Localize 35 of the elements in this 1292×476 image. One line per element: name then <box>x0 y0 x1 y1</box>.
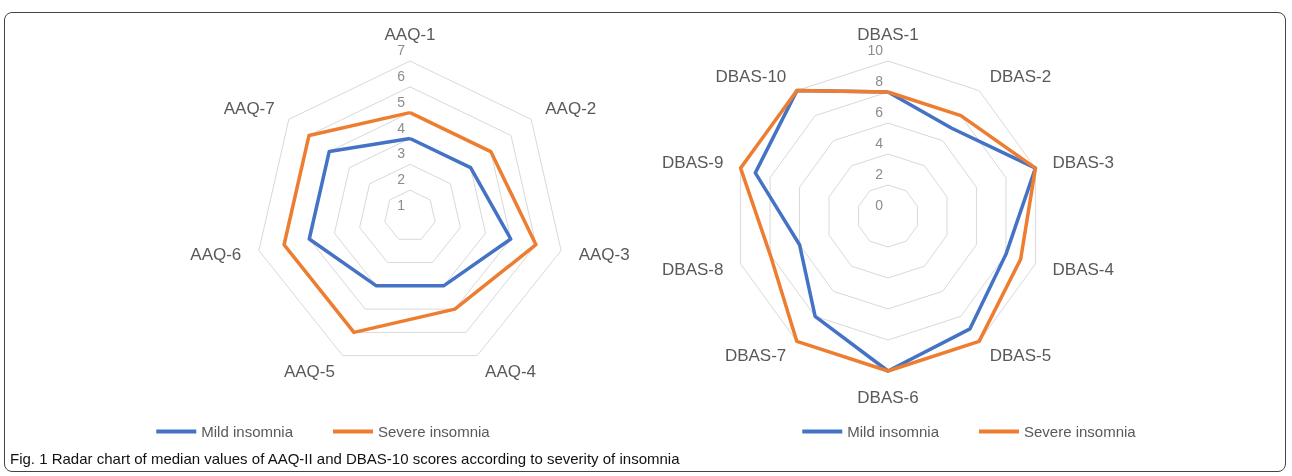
y-tick-label: 5 <box>397 93 406 110</box>
legend-label: Mild insomnia <box>201 423 294 440</box>
y-tick-label: 8 <box>875 73 884 89</box>
spoke-label: DBAS-5 <box>989 346 1052 366</box>
legend-label: Severe insomnia <box>377 423 491 440</box>
y-tick-label: 3 <box>397 145 406 162</box>
spoke-label: DBAS-9 <box>662 153 724 173</box>
y-tick-label: 7 <box>397 42 406 58</box>
y-tick-label: 1 <box>397 197 406 213</box>
y-tick-label: 10 <box>867 42 884 58</box>
spoke-label: DBAS-8 <box>662 259 724 279</box>
y-tick-label: 2 <box>875 166 884 182</box>
spoke-label: AAQ-5 <box>283 362 335 382</box>
y-tick-label: 2 <box>397 171 406 188</box>
spoke-label: AAQ-6 <box>190 245 242 264</box>
spoke-label: DBAS-10 <box>715 66 787 86</box>
legend-label: Mild insomnia <box>847 423 940 440</box>
y-tick-label: 6 <box>875 104 884 120</box>
spoke-label: AAQ-1 <box>384 25 436 44</box>
spoke-label: DBAS-2 <box>989 66 1052 86</box>
spoke-label: DBAS-1 <box>857 25 919 44</box>
spoke-label: DBAS-7 <box>724 346 787 366</box>
y-tick-label: 4 <box>397 119 406 136</box>
caption: Fig. 1 Radar chart of median values of AAQ-II and DBAS-10 scores according to severity of insomnia <box>10 450 680 467</box>
y-tick-label: 0 <box>875 197 884 213</box>
spoke-label: AAQ-7 <box>223 98 275 118</box>
spoke-label: AAQ-2 <box>545 98 597 118</box>
spoke-label: AAQ-4 <box>485 362 537 382</box>
y-tick-label: 6 <box>397 67 406 84</box>
legend-label: Severe insomnia <box>1023 423 1137 440</box>
spoke-label: AAQ-3 <box>578 245 630 264</box>
y-tick-label: 4 <box>875 135 884 151</box>
spoke-label: DBAS-4 <box>1052 259 1114 279</box>
spoke-label: DBAS-6 <box>857 388 919 407</box>
spoke-label: DBAS-3 <box>1052 153 1114 173</box>
